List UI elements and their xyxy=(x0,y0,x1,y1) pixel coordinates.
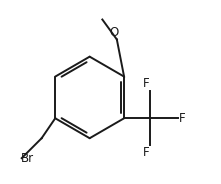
Text: F: F xyxy=(179,112,186,125)
Text: F: F xyxy=(143,146,149,159)
Text: F: F xyxy=(143,77,149,90)
Text: O: O xyxy=(109,26,119,38)
Text: Br: Br xyxy=(21,152,34,165)
